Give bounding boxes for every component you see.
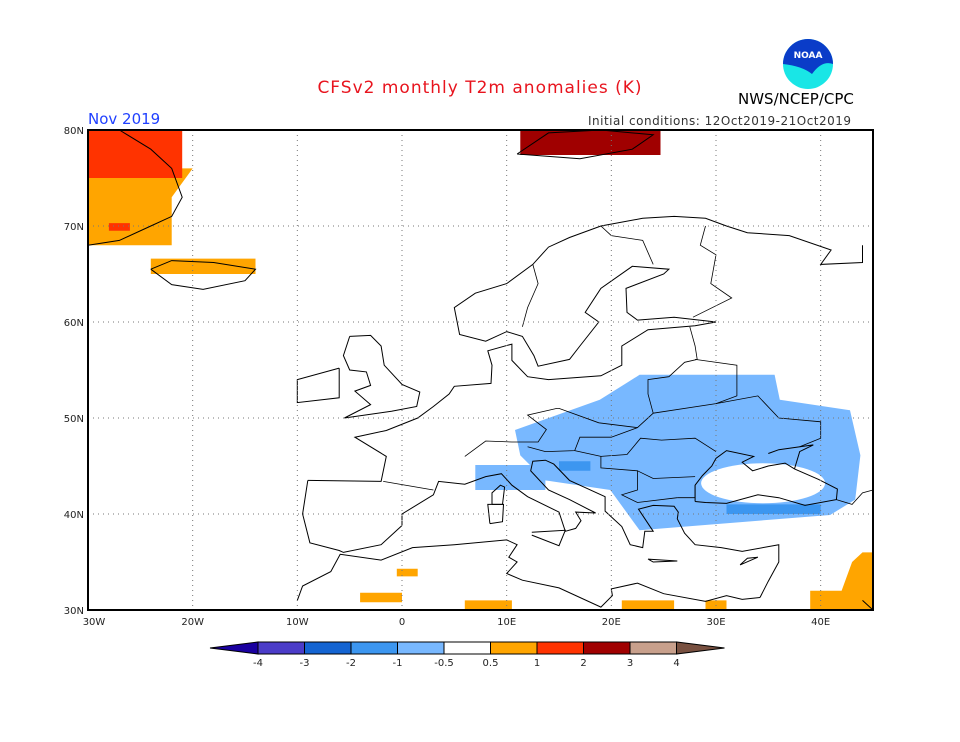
colorbar-label: -2 [346,658,356,669]
colorbar-swatch [490,641,538,655]
colorbar-swatch [443,641,491,655]
initial-conditions: Initial conditions: 12Oct2019-21Oct2019 [588,114,852,128]
lon-tick-label: 30E [706,617,725,628]
border-1 [464,326,698,457]
colorbar-arrow-high [676,641,725,655]
coastline-15 [862,600,874,611]
map-frame [87,129,874,611]
black-sea-water [701,463,826,504]
lat-tick-label: 60N [64,318,84,329]
colorbar-swatch [350,641,398,655]
colorbar-label: -3 [300,658,310,669]
colorbar-swatch [583,641,631,655]
border-8 [695,359,738,404]
colorbar-label: 2 [580,658,586,669]
svalbard-warm [520,130,661,155]
border-6 [677,485,696,499]
coastline-0 [87,129,183,246]
iceland-warm [150,258,256,274]
africa-warm-2 [396,568,418,577]
lat-tick-label: 50N [64,414,84,425]
coastline-10 [487,503,505,525]
africa-warm-1 [360,592,402,603]
coastline-7 [694,450,838,506]
coastline-4 [307,215,863,482]
colorbar: -4 -3 -2 -1 -0.5 0.5 1 2 3 4 [209,641,725,669]
colorbar-arrow-low [209,641,259,655]
coastline-14 [516,129,655,160]
lat-tick-label: 30N [64,606,84,617]
logo-text: NOAA [794,51,823,61]
colorbar-label: 4 [673,658,679,669]
lat-tick-label: 40N [64,510,84,521]
greenland-warm-red [88,130,183,178]
colorbar-swatch [257,641,305,655]
border-9 [692,225,733,318]
border-2 [527,427,638,453]
colorbar-label: 1 [534,658,540,669]
africa-warm-3 [464,600,512,610]
coastline-12 [647,558,678,563]
forecast-period: Nov 2019 [88,110,161,128]
colorbar-swatch [304,641,352,655]
lat-tick-label: 80N [64,126,84,137]
lon-tick-label: 20W [181,617,204,628]
noaa-logo-icon: NOAA [783,39,833,89]
coastline-2 [342,334,421,419]
border-5 [600,456,678,503]
colorbar-swatch [397,641,445,655]
coastline-8 [768,444,814,470]
chart-title: CFSv2 monthly T2m anomalies (K) [317,78,643,98]
lon-tick-label: 10W [286,617,309,628]
border-11 [522,264,539,327]
africa-warm-4 [621,600,675,610]
lon-tick-label: 20E [602,617,621,628]
turkey-cool-medium [726,504,821,514]
colorbar-swatch [536,641,584,655]
greenland-red-south [108,223,130,231]
colorbar-label: -1 [393,658,403,669]
colorbar-label: -0.5 [434,658,454,669]
italy-cool [475,465,546,490]
colorbar-label: -4 [253,658,263,669]
lon-tick-label: 30W [83,617,106,628]
coastline-3 [296,367,340,404]
coastline-13 [739,556,759,566]
middle-east-warm [810,552,873,610]
colorbar-label: 3 [627,658,633,669]
colorbar-label: 0.5 [483,658,499,669]
coastline-6 [296,539,761,608]
coastline-11 [531,529,567,547]
border-0 [383,481,434,491]
lat-tick-label: 70N [64,222,84,233]
border-10 [600,225,654,265]
border-12 [836,489,874,505]
coastline-5 [302,459,780,598]
lon-tick-label: 40E [811,617,830,628]
colorbar-swatch [629,641,677,655]
organization-label: NWS/NCEP/CPC [738,90,854,108]
balkans-cool-medium [559,461,591,471]
coastline-1 [150,260,257,290]
border-4 [637,470,696,479]
lon-tick-label: 0 [399,617,405,628]
lon-tick-label: 10E [497,617,516,628]
